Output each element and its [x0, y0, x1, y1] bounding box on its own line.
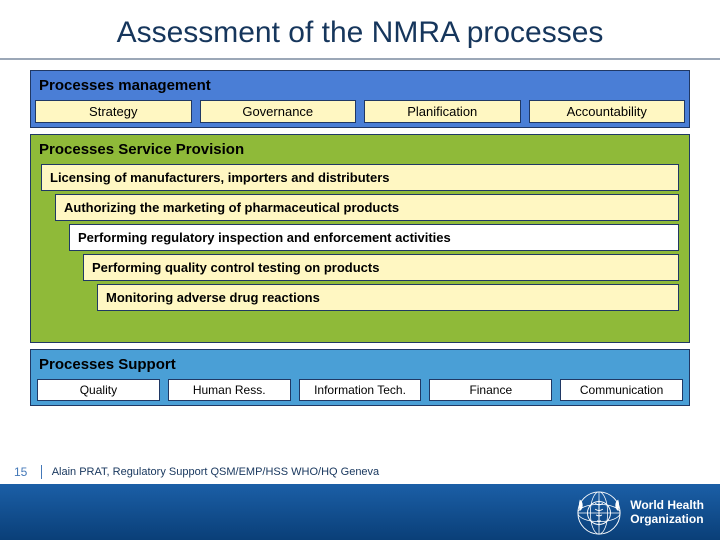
pill-accountability: Accountability	[529, 100, 686, 123]
panel-service: Processes Service Provision Licensing of…	[30, 134, 690, 343]
footer-author-text: Alain PRAT, Regulatory Support QSM/EMP/H…	[52, 466, 379, 478]
footer-overlay: 15 Alain PRAT, Regulatory Support QSM/EM…	[0, 460, 720, 484]
pill-human-ress: Human Ress.	[168, 379, 291, 401]
pill-quality: Quality	[37, 379, 160, 401]
management-row: Strategy Governance Planification Accoun…	[35, 100, 685, 123]
page-number: 15	[0, 465, 52, 480]
panel-support: Processes Support Quality Human Ress. In…	[30, 349, 690, 406]
page-number-separator	[41, 465, 42, 479]
content-area: Processes management Strategy Governance…	[0, 70, 720, 406]
title-divider	[0, 58, 720, 60]
slide: Assessment of the NMRA processes Process…	[0, 0, 720, 540]
heading-service: Processes Service Provision	[35, 139, 685, 164]
heading-management: Processes management	[35, 75, 685, 100]
cascade-item-0: Licensing of manufacturers, importers an…	[41, 164, 679, 191]
who-logo-icon	[576, 490, 622, 536]
who-block: World Health Organization	[576, 490, 704, 536]
who-text: World Health Organization	[630, 499, 704, 527]
pill-planification: Planification	[364, 100, 521, 123]
cascade-item-2: Performing regulatory inspection and enf…	[69, 224, 679, 251]
footer-band: World Health Organization	[0, 484, 720, 540]
who-line2: Organization	[630, 513, 704, 527]
pill-info-tech: Information Tech.	[299, 379, 422, 401]
pill-communication: Communication	[560, 379, 683, 401]
page-number-value: 15	[14, 465, 27, 479]
heading-support: Processes Support	[35, 354, 685, 379]
pill-strategy: Strategy	[35, 100, 192, 123]
page-title: Assessment of the NMRA processes	[0, 0, 720, 58]
pill-finance: Finance	[429, 379, 552, 401]
cascade-item-3: Performing quality control testing on pr…	[83, 254, 679, 281]
cascade-item-4: Monitoring adverse drug reactions	[97, 284, 679, 311]
support-row: Quality Human Ress. Information Tech. Fi…	[37, 379, 683, 401]
panel-management: Processes management Strategy Governance…	[30, 70, 690, 128]
cascade-item-1: Authorizing the marketing of pharmaceuti…	[55, 194, 679, 221]
pill-governance: Governance	[200, 100, 357, 123]
who-line1: World Health	[630, 499, 704, 513]
cascade-holder: Licensing of manufacturers, importers an…	[41, 164, 679, 334]
